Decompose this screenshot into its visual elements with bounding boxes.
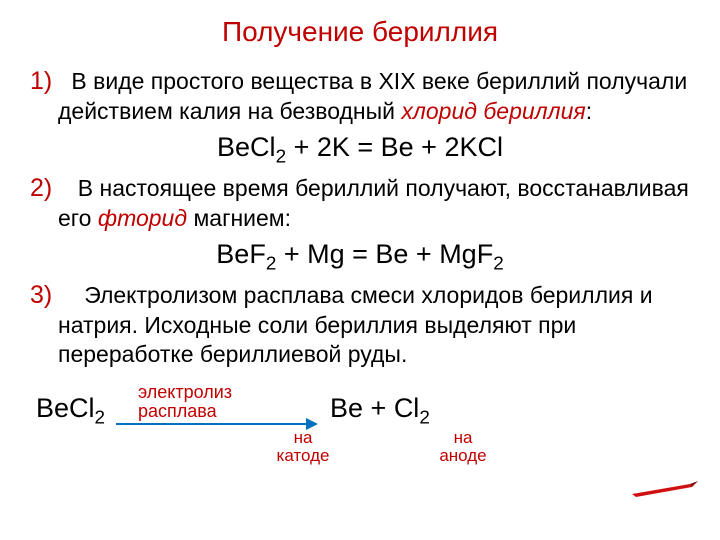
list-item-1: 1) В виде простого вещества в XIX веке б…: [30, 66, 690, 126]
anode-l1: на: [454, 428, 473, 447]
prod-be: Be: [330, 393, 363, 423]
cathode-l2: катоде: [277, 446, 330, 465]
prod-plus: +: [363, 393, 394, 423]
item1-pre: В виде простого вещества в XIX веке бери…: [58, 68, 687, 124]
arrow-icon: [116, 421, 316, 427]
list-item-3: 3) Электролизом расплава смеси хлоридов …: [30, 280, 690, 369]
item2-highlight: фторид: [98, 205, 187, 231]
reagent: BeCl: [36, 393, 95, 423]
electro-reagent: BeCl2: [36, 393, 105, 424]
reagent-sub: 2: [95, 407, 106, 428]
item1-highlight: хлорид бериллия: [401, 98, 585, 124]
eq1-rest: + 2K = Be + 2KCl: [286, 132, 503, 162]
anode-l2: аноде: [439, 446, 486, 465]
eq2-a-sub: 2: [266, 253, 277, 274]
item-number: 1): [30, 67, 52, 95]
equation-2: BeF2 + Mg = Be + MgF2: [30, 239, 690, 270]
arrow-label: электролиз расплава: [138, 383, 316, 421]
slide-title: Получение бериллия: [30, 16, 690, 48]
arrow-label-l2: расплава: [138, 401, 217, 421]
electrolysis-reaction: BeCl2 электролиз расплава Be + Cl2 на ка…: [30, 383, 690, 463]
prod-cl: Cl: [394, 393, 420, 423]
arrow-label-l1: электролиз: [138, 382, 232, 402]
eq2-b-sub: 2: [493, 253, 504, 274]
cathode-l1: на: [294, 428, 313, 447]
list-item-2: 2) В настоящее время бериллий получают, …: [30, 173, 690, 233]
item-number: 2): [30, 174, 52, 202]
eq1-lhs: BeCl: [217, 132, 276, 162]
item1-post: :: [586, 98, 592, 124]
item-number: 3): [30, 281, 52, 309]
eq1-sub: 2: [276, 146, 287, 167]
eq2-mid: + Mg = Be + MgF: [276, 239, 493, 269]
eq2-a: BeF: [216, 239, 266, 269]
equation-1: BeCl2 + 2K = Be + 2KCl: [30, 132, 690, 163]
pen-marker-icon: [630, 480, 700, 498]
prod-cl-sub: 2: [419, 407, 430, 428]
anode-note: на аноде: [428, 429, 498, 465]
cathode-note: на катоде: [268, 429, 338, 465]
item2-post: магнием:: [187, 205, 291, 231]
electro-products: Be + Cl2: [330, 393, 430, 424]
item3-text: Электролизом расплава смеси хлоридов бер…: [58, 282, 653, 367]
electro-arrow-block: электролиз расплава: [116, 383, 316, 427]
slide: Получение бериллия 1) В виде простого ве…: [0, 0, 720, 463]
